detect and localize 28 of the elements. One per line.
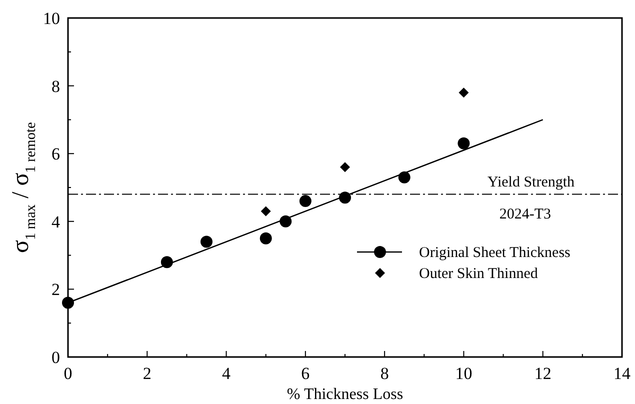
y-tick-label: 10	[43, 9, 60, 28]
point	[299, 195, 312, 208]
point	[260, 232, 272, 244]
point	[458, 88, 469, 98]
point	[62, 296, 74, 309]
legend-label: Original Sheet Thickness	[419, 245, 571, 261]
annotation: 2024-T3	[499, 206, 551, 222]
point	[260, 206, 271, 216]
x-tick-label: 2	[142, 364, 152, 383]
x-tick-label: 4	[222, 364, 232, 383]
point	[340, 162, 350, 172]
point	[458, 137, 470, 150]
x-tick-label: 14	[614, 364, 631, 383]
x-tick-label: 0	[64, 364, 72, 383]
x-tick-label: 10	[455, 364, 472, 383]
ref-line-label: Yield Strength	[487, 174, 576, 190]
y-tick-label: 6	[52, 144, 60, 164]
x-tick-label: 6	[301, 364, 310, 383]
y-tick-label: 8	[52, 76, 60, 96]
point	[200, 236, 212, 248]
y-tick-label: 4	[52, 212, 60, 232]
x-tick-label: 8	[380, 364, 389, 383]
x-axis-title: % Thickness Loss	[286, 386, 404, 403]
point	[398, 171, 410, 184]
x-tick-label: 12	[534, 364, 552, 383]
y-tick-label: 2	[52, 280, 60, 300]
y-tick-label: 0	[52, 348, 60, 367]
legend-label: Outer Skin Thinned	[419, 266, 538, 282]
